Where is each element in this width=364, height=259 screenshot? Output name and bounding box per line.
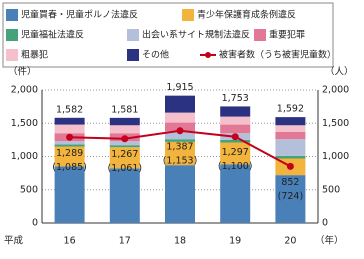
bar-segment [165, 141, 195, 166]
legend-swatch [6, 9, 18, 21]
line-value-label: 1,267 [111, 149, 138, 160]
legend-label: 児童買春・児童ポルノ法違反 [21, 9, 138, 21]
x-unit: （年） [315, 235, 344, 247]
bar-segment [220, 164, 251, 223]
line-marker [286, 162, 294, 170]
bar-segment [54, 144, 85, 147]
legend-label: 重要犯罪 [269, 29, 305, 41]
y-tick-label: 2,000 [11, 85, 38, 96]
bar-segment [220, 106, 251, 117]
children-label: (724) [278, 191, 304, 202]
total-label: 1,915 [166, 82, 193, 93]
legend-label: その他 [142, 49, 169, 61]
total-label: 1,592 [277, 104, 304, 115]
line-marker [121, 135, 129, 143]
bar-segment [275, 175, 306, 223]
y2-tick-label: 500 [322, 184, 340, 195]
bar-segment [54, 166, 85, 223]
line-marker [231, 133, 239, 141]
line-value-label: 852 [281, 177, 299, 188]
children-label: (1,061) [107, 163, 142, 174]
children-label: (1,153) [163, 155, 198, 166]
bar-segment [109, 117, 140, 126]
bar-segment [109, 141, 140, 146]
bar-segment [275, 155, 306, 159]
y-tick-label: 0 [32, 218, 38, 229]
y-tick-label: 1,500 [11, 118, 38, 129]
y2-unit: （人） [325, 66, 354, 78]
bar-segment [275, 125, 306, 132]
line-value-label: 1,387 [166, 141, 193, 152]
bar-segment [109, 125, 140, 134]
x-tick-label: 16 [64, 236, 76, 247]
total-label: 1,582 [56, 104, 83, 115]
children-label: (1,100) [218, 161, 253, 172]
legend-swatch [254, 29, 266, 41]
bar-segment [165, 165, 195, 223]
x-tick-label: 20 [284, 236, 296, 247]
bar-segment [109, 145, 140, 148]
legend-label: 被害者数（うち被害児童数） [219, 49, 336, 61]
line-marker [176, 127, 184, 135]
bar-segment [109, 147, 140, 169]
y2-tick-label: 1,500 [322, 118, 349, 129]
bar-segment [165, 139, 195, 142]
y2-tick-label: 1,000 [322, 151, 349, 162]
line-marker [66, 133, 74, 141]
bar-segment [275, 139, 306, 156]
y2-tick-label: 0 [322, 218, 328, 229]
legend-swatch [6, 29, 18, 41]
legend-swatch [6, 49, 18, 61]
line-value-label: 1,297 [222, 147, 249, 158]
legend-swatch [127, 49, 139, 61]
bar-segment [165, 112, 195, 123]
legend-swatch [182, 9, 194, 21]
legend-label: 出会い系サイト規制法違反 [142, 29, 250, 41]
bar-segment [54, 124, 85, 134]
y-unit: （件） [8, 66, 37, 78]
bar-segment [275, 131, 306, 140]
children-label: (1,085) [52, 162, 87, 173]
bar-segment [220, 116, 251, 125]
legend-label: 児童福祉法違反 [21, 29, 84, 41]
legend-swatch [127, 29, 139, 41]
total-label: 1,753 [222, 93, 249, 104]
bar-segment [54, 141, 85, 145]
legend-box [2, 2, 334, 68]
bar-segment [220, 139, 251, 143]
bar-segment [165, 122, 195, 132]
y2-tick-label: 2,000 [322, 85, 349, 96]
bar-segment [54, 117, 85, 125]
x-tick-label: 17 [119, 236, 131, 247]
bar-segment [165, 131, 195, 140]
y-tick-label: 1,000 [11, 151, 38, 162]
legend-marker [205, 52, 211, 58]
bar-segment [54, 146, 85, 167]
legend-label: 粗暴犯 [21, 49, 48, 61]
bar-segment [220, 142, 251, 165]
y-tick-label: 500 [20, 184, 38, 195]
x-tick-label: 19 [229, 236, 241, 247]
line-value-label: 1,289 [56, 148, 83, 159]
x-prefix: 平成 [4, 235, 24, 247]
bar-segment [275, 117, 306, 126]
legend-label: 青少年保護育成条例違反 [197, 9, 296, 21]
bar-segment [109, 168, 140, 223]
x-tick-label: 18 [174, 236, 186, 247]
total-label: 1,581 [111, 104, 138, 115]
bar-segment [165, 95, 195, 113]
bar-segment [220, 124, 251, 134]
